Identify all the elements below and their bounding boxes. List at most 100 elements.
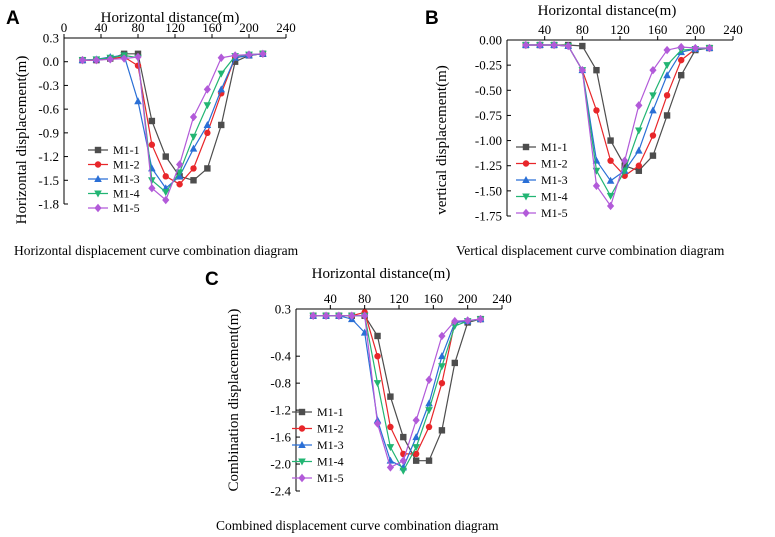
data-point: [148, 183, 156, 193]
legend-entry-m1-3: M1-3: [516, 173, 568, 187]
data-point: [550, 40, 558, 50]
legend-label: M1-2: [317, 422, 344, 436]
x-tick-label: 120: [165, 20, 185, 35]
legend-entry-m1-4: M1-4: [292, 455, 344, 469]
x-tick-label: 40: [538, 22, 551, 37]
legend-entry-m1-3: M1-3: [88, 172, 140, 186]
data-point: [176, 181, 183, 188]
data-point: [162, 153, 169, 160]
x-tick-label: 80: [576, 22, 589, 37]
legend-marker: [298, 408, 306, 416]
legend-label: M1-5: [541, 206, 568, 220]
series-m1-3: [78, 49, 267, 192]
legend-marker: [298, 425, 306, 432]
y-tick-label: -1.2: [38, 149, 59, 164]
legend-entry-m1-5: M1-5: [292, 471, 344, 485]
y-tick-label: -1.50: [475, 183, 502, 198]
y-tick-label: -1.25: [475, 158, 502, 173]
y-tick-label: -0.3: [38, 78, 59, 93]
data-point: [438, 352, 446, 360]
y-tick-label: 0.3: [275, 302, 291, 317]
data-point: [635, 146, 643, 154]
x-tick-label: 240: [276, 20, 296, 35]
x-tick-label: 0: [61, 20, 68, 35]
data-point: [438, 363, 446, 371]
data-point: [348, 311, 356, 320]
data-point: [592, 167, 601, 175]
legend-entry-m1-1: M1-1: [516, 140, 568, 154]
legend-entry-m1-5: M1-5: [516, 206, 568, 220]
legend-marker: [94, 175, 102, 182]
data-point: [649, 65, 657, 75]
data-point: [592, 156, 601, 164]
legend-entry-m1-2: M1-2: [516, 157, 568, 171]
data-point: [678, 56, 685, 64]
legend-marker: [94, 203, 102, 213]
y-tick-label: -0.4: [270, 349, 291, 364]
data-point: [649, 92, 657, 100]
data-point: [148, 177, 156, 185]
chart-panel-b: B Horizontal distance(m) vertical displace…: [425, 3, 743, 258]
data-point: [400, 433, 407, 441]
data-point: [649, 106, 657, 114]
data-point: [438, 331, 446, 341]
series-line-m1-2: [82, 53, 263, 185]
legend-label: M1-5: [317, 471, 344, 485]
legend-entry-m1-2: M1-2: [88, 158, 140, 172]
data-point: [564, 41, 572, 51]
y-tick-label: -2.4: [270, 484, 291, 499]
data-point: [386, 444, 395, 452]
data-point: [175, 169, 184, 177]
y-tick-label: 0.3: [43, 31, 59, 46]
data-point: [386, 463, 395, 472]
data-point: [134, 97, 142, 105]
data-point: [705, 43, 714, 53]
legend-marker: [522, 143, 530, 151]
data-point: [412, 416, 420, 425]
legend-label: M1-4: [113, 187, 140, 201]
legend-marker: [522, 208, 530, 218]
data-point: [578, 65, 586, 75]
y-axis-title: Combination displacement(m): [226, 309, 242, 492]
data-point: [635, 127, 643, 135]
legend-label: M1-1: [113, 143, 140, 157]
legend-entry-m1-1: M1-1: [292, 405, 344, 419]
data-point: [203, 85, 211, 94]
data-point: [231, 51, 239, 60]
y-tick-label: -1.2: [270, 403, 291, 418]
series-m1-5: [309, 311, 485, 472]
data-point: [593, 107, 600, 114]
y-tick-label: -2.0: [270, 457, 291, 472]
data-point: [464, 316, 472, 325]
data-point: [691, 43, 699, 53]
data-point: [161, 189, 170, 197]
data-point: [607, 137, 614, 144]
legend-label: M1-3: [541, 173, 568, 187]
x-tick-label: 80: [358, 291, 371, 306]
data-point: [309, 311, 317, 320]
data-point: [190, 177, 197, 184]
data-point: [425, 457, 433, 464]
x-tick-label: 200: [239, 20, 259, 35]
legend-entry-m1-1: M1-1: [88, 143, 140, 157]
legend-label: M1-4: [541, 190, 568, 204]
legend-marker: [522, 193, 530, 201]
legend-entry-m1-3: M1-3: [292, 438, 344, 452]
data-point: [412, 433, 420, 441]
x-tick-label: 120: [610, 22, 630, 37]
data-point: [162, 195, 170, 205]
data-point: [425, 375, 433, 384]
data-point: [606, 192, 615, 200]
legend-entry-m1-2: M1-2: [292, 422, 344, 436]
legend-label: M1-1: [541, 140, 568, 154]
legend-marker: [94, 146, 102, 154]
data-point: [204, 165, 211, 172]
legend-entry-m1-5: M1-5: [88, 201, 140, 215]
series-m1-1: [522, 41, 713, 174]
series-m1-4: [78, 50, 267, 197]
data-point: [203, 102, 212, 110]
x-axis-title: Horizontal distance(m): [101, 10, 240, 26]
data-point: [678, 72, 685, 79]
data-point: [635, 167, 643, 174]
